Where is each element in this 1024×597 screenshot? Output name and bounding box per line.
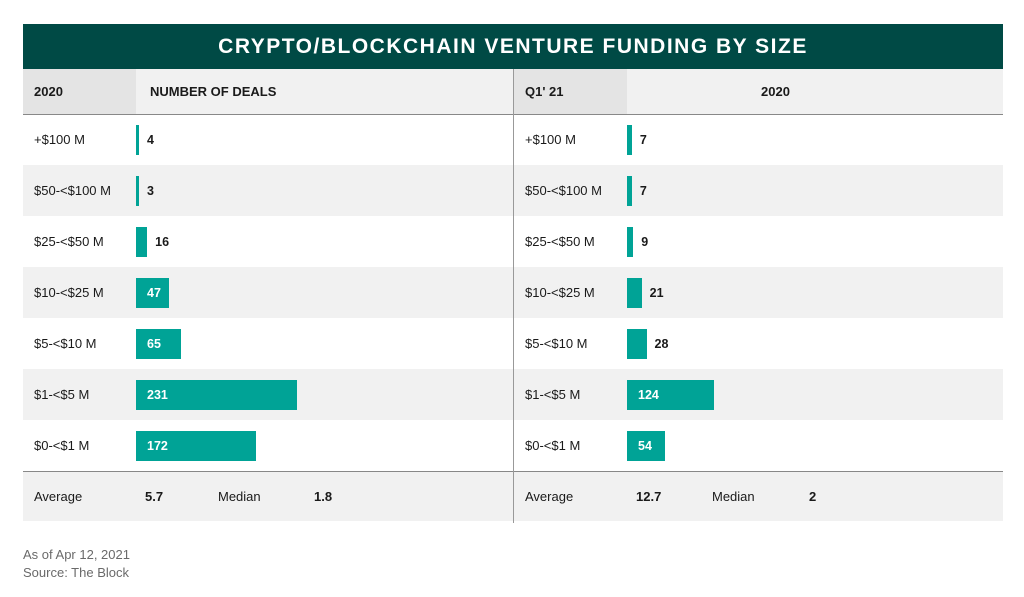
category-label: $1-<$5 M: [34, 387, 90, 402]
bar-value-label: 16: [155, 234, 170, 249]
table-row: $5-<$10 M 65: [23, 318, 513, 369]
category-label: $25-<$50 M: [34, 234, 104, 249]
average-label: Average: [34, 489, 83, 504]
table-row: $10-<$25 M 21: [514, 267, 1003, 318]
table-row: $25-<$50 M 9: [514, 216, 1003, 267]
category-label: +$100 M: [525, 132, 576, 147]
period-label: Q1' 21: [514, 69, 627, 114]
bar: [136, 328, 182, 359]
category-label: $1-<$5 M: [525, 387, 581, 402]
bar-value-label: 47: [147, 285, 161, 300]
bar: [136, 175, 139, 206]
bar-value-label: 21: [649, 285, 664, 300]
as-of-note: As of Apr 12, 2021: [23, 547, 130, 562]
bar: [627, 328, 647, 359]
bar-value-label: 124: [638, 387, 659, 402]
bar: [627, 124, 632, 155]
bar-value-label: 7: [639, 183, 647, 198]
bar: [136, 124, 139, 155]
average-value: 5.7: [145, 489, 164, 504]
bar-value-label: 7: [639, 132, 647, 147]
period-label: 2020: [23, 69, 136, 114]
average-label: Average: [525, 489, 574, 504]
table-row: $25-<$50 M 16: [23, 216, 513, 267]
bar-value-label: 65: [147, 336, 161, 351]
bar: [136, 226, 148, 257]
panel-2020: 2020 NUMBER OF DEALS +$100 M 4 $50-<$100 M 3 $…: [23, 69, 513, 523]
category-label: +$100 M: [34, 132, 85, 147]
bar-value-label: 9: [641, 234, 649, 249]
median-label: Median: [218, 489, 261, 504]
category-label: $50-<$100 M: [525, 183, 602, 198]
median-value: 1.8: [314, 489, 333, 504]
median-value: 2: [809, 489, 817, 504]
category-label: $10-<$25 M: [525, 285, 595, 300]
panel-q1-21: Q1' 21 2020 +$100 M 7 $50-<$100 M 7 $25-<$50 M…: [513, 69, 1003, 523]
bar: [627, 175, 632, 206]
bar: [627, 379, 714, 410]
category-label: $10-<$25 M: [34, 285, 104, 300]
footer-divider: [23, 471, 513, 472]
average-value: 12.7: [636, 489, 662, 504]
median-label: Median: [712, 489, 755, 504]
table-row: $1-<$5 M 124: [514, 369, 1003, 420]
bar: [627, 277, 642, 308]
header-divider: [514, 114, 1003, 115]
bar-value-label: 28: [654, 336, 669, 351]
category-label: $0-<$1 M: [34, 438, 90, 453]
category-label: $5-<$10 M: [525, 336, 588, 351]
bar-value-label: 4: [147, 132, 154, 147]
bar-value-label: 172: [147, 438, 168, 453]
bar: [136, 277, 169, 308]
bar-value-label: 54: [638, 438, 652, 453]
table-row: $50-<$100 M 3: [23, 165, 513, 216]
bar: [627, 226, 634, 257]
table-row: +$100 M 7: [514, 114, 1003, 165]
column-header: NUMBER OF DEALS: [150, 84, 277, 99]
category-label: $25-<$50 M: [525, 234, 595, 249]
chart-title: CRYPTO/BLOCKCHAIN VENTURE FUNDING BY SIZ…: [23, 24, 1003, 69]
bar: [627, 430, 665, 461]
category-label: $50-<$100 M: [34, 183, 111, 198]
category-label: $5-<$10 M: [34, 336, 97, 351]
chart-notes: As of Apr 12, 2021 Source: The Block: [23, 546, 130, 582]
header-row: 2020 NUMBER OF DEALS: [23, 69, 513, 114]
category-label: $0-<$1 M: [525, 438, 581, 453]
bar-value-label: 231: [147, 387, 168, 402]
source-note: Source: The Block: [23, 565, 129, 580]
summary-row: Average 5.7 Median 1.8: [23, 472, 513, 521]
table-row: +$100 M 4: [23, 114, 513, 165]
table-row: $0-<$1 M 54: [514, 420, 1003, 471]
table-row: $50-<$100 M 7: [514, 165, 1003, 216]
bar: [136, 379, 298, 410]
bar-value-label: 3: [147, 183, 154, 198]
header-row: Q1' 21 2020: [514, 69, 1003, 114]
table-row: $10-<$25 M 47: [23, 267, 513, 318]
summary-row: Average 12.7 Median 2: [514, 472, 1003, 521]
column-header: 2020: [761, 84, 790, 99]
table-row: $1-<$5 M 231: [23, 369, 513, 420]
footer-divider: [514, 471, 1003, 472]
header-divider: [23, 114, 513, 115]
table-row: $5-<$10 M 28: [514, 318, 1003, 369]
bar: [136, 430, 257, 461]
table-row: $0-<$1 M 172: [23, 420, 513, 471]
